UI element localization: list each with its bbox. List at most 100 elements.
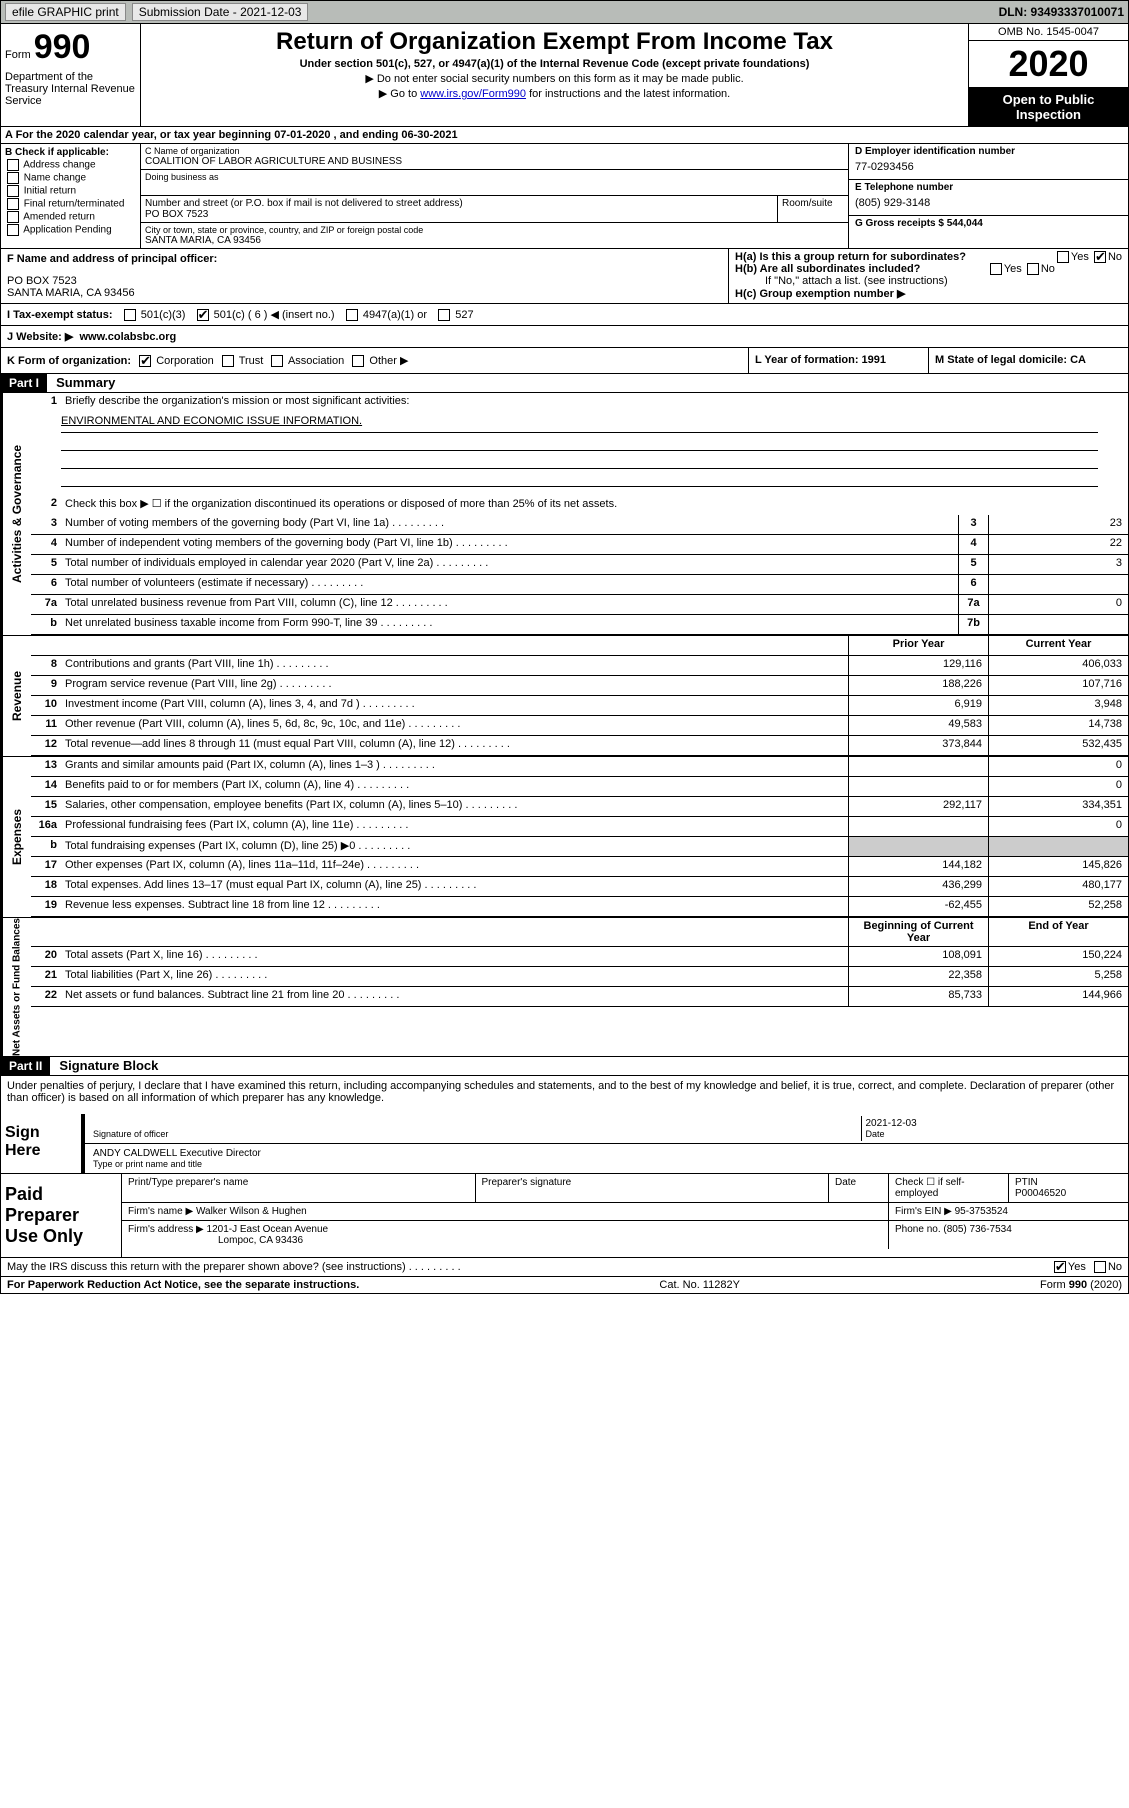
form-label: Form [5, 49, 31, 61]
check-se[interactable]: Check ☐ if self-employed [888, 1174, 1008, 1202]
ha-lbl: H(a) Is this a group return for subordin… [735, 251, 966, 263]
line-6-txt: Total number of volunteers (estimate if … [61, 575, 958, 594]
line-6-val [988, 575, 1128, 594]
perjury-text: Under penalties of perjury, I declare th… [1, 1076, 1128, 1108]
arrow2: ▶ Go to www.irs.gov/Form990 for instruct… [149, 87, 960, 100]
side-net: Net Assets or Fund Balances [1, 918, 31, 1056]
arrow1: ▶ Do not enter social security numbers o… [149, 72, 960, 85]
submission-btn: Submission Date - 2021-12-03 [132, 3, 309, 21]
chk-address[interactable]: Address change [5, 159, 136, 171]
form-footer: Form 990 (2020) [1040, 1279, 1122, 1291]
prior-hdr: Prior Year [848, 636, 988, 655]
g-lbl: G Gross receipts $ 544,044 [855, 218, 1122, 229]
top-bar: efile GRAPHIC print Submission Date - 20… [1, 1, 1128, 24]
current-hdr: Current Year [988, 636, 1128, 655]
line-5-box: 5 [958, 555, 988, 574]
chk-pending[interactable]: Application Pending [5, 224, 136, 236]
discuss-row: May the IRS discuss this return with the… [1, 1257, 1128, 1276]
q2: Check this box ▶ ☐ if the organization d… [61, 495, 1128, 515]
phone-val: (805) 929-3148 [855, 193, 1122, 213]
firm-addr1: 1201-J East Ocean Avenue [207, 1224, 329, 1235]
efile-btn[interactable]: efile GRAPHIC print [5, 3, 126, 21]
year-box: OMB No. 1545-0047 2020 Open to Public In… [968, 24, 1128, 126]
tax-year: 2020 [969, 41, 1128, 88]
line-11-cur: 14,738 [988, 716, 1128, 735]
line-22-prior: 85,733 [848, 987, 988, 1006]
part1-hdr: Part I [1, 374, 47, 392]
chk-name[interactable]: Name change [5, 172, 136, 184]
line-9-txt: Program service revenue (Part VIII, line… [61, 676, 848, 695]
city-lbl: City or town, state or province, country… [145, 225, 844, 235]
room-lbl: Room/suite [782, 198, 844, 209]
line-18-cur: 480,177 [988, 877, 1128, 896]
side-revenue: Revenue [1, 636, 31, 756]
m-state: M State of legal domicile: CA [928, 348, 1128, 373]
line-20-prior: 108,091 [848, 947, 988, 966]
e-lbl: E Telephone number [855, 182, 1122, 193]
line-4-val: 22 [988, 535, 1128, 554]
line-14-prior [848, 777, 988, 796]
prep-phone-lbl: Phone no. [895, 1224, 941, 1235]
c-name-lbl: C Name of organization [145, 146, 844, 156]
line-17-prior: 144,182 [848, 857, 988, 876]
line-b-txt: Net unrelated business taxable income fr… [61, 615, 958, 634]
chk-initial[interactable]: Initial return [5, 185, 136, 197]
line-18-txt: Total expenses. Add lines 13–17 (must eq… [61, 877, 848, 896]
print-name-lbl: Print/Type preparer's name [122, 1174, 475, 1202]
q1: Briefly describe the organization's miss… [61, 393, 1128, 413]
col-f: F Name and address of principal officer:… [1, 249, 728, 303]
line-5-val: 3 [988, 555, 1128, 574]
dba-lbl: Doing business as [145, 172, 844, 182]
omb-number: OMB No. 1545-0047 [969, 24, 1128, 41]
k-left: K Form of organization: Corporation Trus… [1, 348, 748, 373]
col-de: D Employer identification number 77-0293… [848, 144, 1128, 248]
col-h: H(a) Is this a group return for subordin… [728, 249, 1128, 303]
line-10-prior: 6,919 [848, 696, 988, 715]
beg-hdr: Beginning of Current Year [848, 918, 988, 946]
line-3-txt: Number of voting members of the governin… [61, 515, 958, 534]
sig-officer-lbl: Signature of officer [93, 1129, 857, 1139]
end-hdr: End of Year [988, 918, 1128, 946]
addr-val: PO BOX 7523 [145, 209, 773, 220]
prep-sig-lbl: Preparer's signature [475, 1174, 829, 1202]
b-header: B Check if applicable: [5, 147, 136, 158]
ein-val: 77-0293456 [855, 157, 1122, 177]
hb-note: If "No," attach a list. (see instruction… [735, 275, 1122, 287]
irs-link[interactable]: www.irs.gov/Form990 [420, 88, 526, 100]
line-22-cur: 144,966 [988, 987, 1128, 1006]
line-16a-prior [848, 817, 988, 836]
sign-here: Sign Here [1, 1114, 81, 1173]
line-17-cur: 145,826 [988, 857, 1128, 876]
line-7a-box: 7a [958, 595, 988, 614]
firm-addr-lbl: Firm's address ▶ [128, 1224, 204, 1235]
line-19-txt: Revenue less expenses. Subtract line 18 … [61, 897, 848, 916]
line-19-prior: -62,455 [848, 897, 988, 916]
line-6-box: 6 [958, 575, 988, 594]
form-title: Return of Organization Exempt From Incom… [149, 28, 960, 56]
mission-text: ENVIRONMENTAL AND ECONOMIC ISSUE INFORMA… [61, 415, 1098, 433]
line-4-box: 4 [958, 535, 988, 554]
ptin-val: P00046520 [1015, 1188, 1122, 1199]
chk-amended[interactable]: Amended return [5, 211, 136, 223]
f-addr1: PO BOX 7523 [7, 275, 722, 287]
addr-lbl: Number and street (or P.O. box if mail i… [145, 198, 773, 209]
f-lbl: F Name and address of principal officer: [7, 253, 722, 265]
firm-addr2: Lompoc, CA 93436 [128, 1235, 303, 1246]
line-15-cur: 334,351 [988, 797, 1128, 816]
line-20-txt: Total assets (Part X, line 16) [61, 947, 848, 966]
open-public: Open to Public Inspection [969, 88, 1128, 126]
col-b: B Check if applicable: Address change Na… [1, 144, 141, 248]
line-b-val [988, 615, 1128, 634]
firm-ein-lbl: Firm's EIN ▶ [895, 1206, 952, 1217]
line-10-cur: 3,948 [988, 696, 1128, 715]
d-lbl: D Employer identification number [855, 146, 1122, 157]
prep-date-lbl: Date [828, 1174, 888, 1202]
line-7a-val: 0 [988, 595, 1128, 614]
l-year: L Year of formation: 1991 [748, 348, 928, 373]
summary-title: Summary [50, 373, 121, 392]
line-15-txt: Salaries, other compensation, employee b… [61, 797, 848, 816]
chk-final[interactable]: Final return/terminated [5, 198, 136, 210]
line-14-txt: Benefits paid to or for members (Part IX… [61, 777, 848, 796]
line-16a-cur: 0 [988, 817, 1128, 836]
line-13-prior [848, 757, 988, 776]
